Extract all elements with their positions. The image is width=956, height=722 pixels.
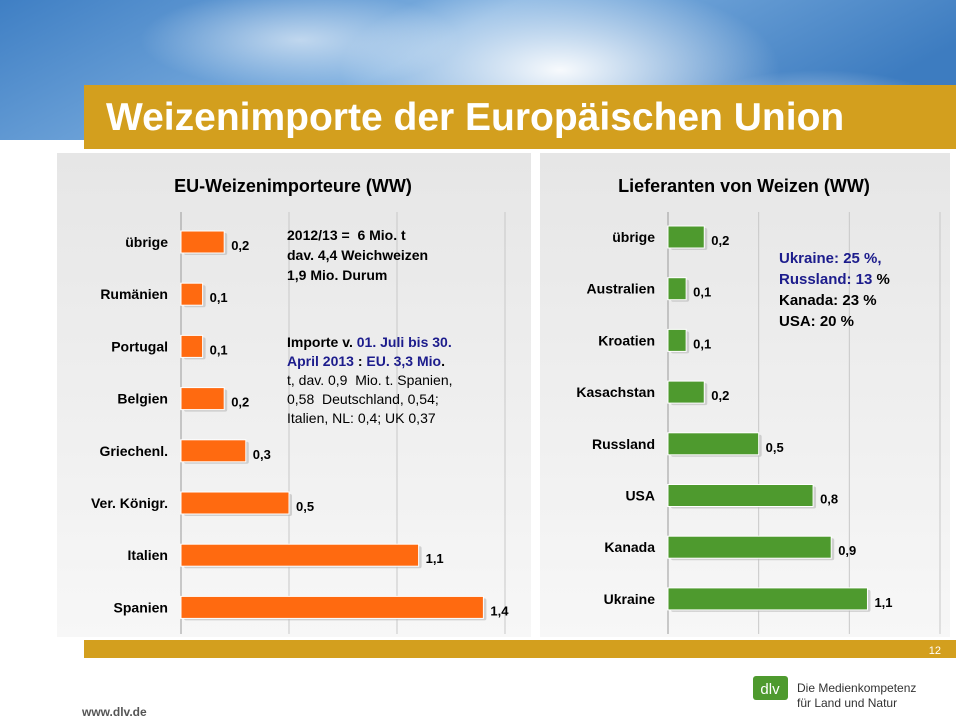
value-label: 1,1 — [874, 595, 892, 610]
annotation-text: 2012/13 = 6 Mio. t — [287, 227, 406, 243]
value-label: 0,1 — [210, 342, 228, 357]
category-label: Kasachstan — [576, 384, 655, 400]
category-label: Kroatien — [598, 332, 655, 348]
category-label: Australien — [587, 281, 655, 297]
bar — [180, 282, 204, 306]
bar — [180, 595, 484, 619]
bar — [180, 230, 225, 254]
value-label: 0,1 — [693, 336, 711, 351]
chart-title: EU-Weizenimporteure (WW) — [174, 176, 412, 196]
value-label: 0,2 — [231, 238, 249, 253]
bar — [667, 432, 760, 456]
category-label: Ver. Königr. — [91, 495, 168, 511]
tagline: für Land und Natur — [797, 696, 897, 710]
bottom-bar — [84, 640, 956, 658]
annotation: Importe v. 01. Juli bis 30. — [287, 334, 452, 350]
category-label: Belgien — [117, 391, 168, 407]
annotation: 0,58 Deutschland, 0,54; — [287, 391, 439, 407]
annotation-text: dav. 4,4 Weichweizen — [287, 247, 428, 263]
annotation-text: USA: 20 % — [779, 313, 854, 330]
title-bar — [84, 85, 956, 149]
annotation: 1,9 Mio. Durum — [287, 267, 387, 283]
value-label: 0,3 — [253, 447, 271, 462]
bar — [180, 491, 290, 515]
website: www.dlv.de — [81, 705, 147, 719]
category-label: Spanien — [114, 599, 168, 615]
annotation: USA: 20 % — [779, 313, 854, 330]
bar — [667, 277, 687, 301]
bar — [667, 535, 832, 559]
value-label: 0,2 — [711, 233, 729, 248]
category-label: USA — [625, 488, 655, 504]
annotation-text: : — [354, 353, 366, 369]
value-label: 0,2 — [711, 388, 729, 403]
bar — [667, 380, 705, 404]
logo-box — [753, 676, 788, 700]
category-label: übrige — [612, 229, 655, 245]
annotation-text: . — [441, 353, 445, 369]
category-label: Kanada — [604, 539, 655, 555]
category-label: Italien — [128, 547, 168, 563]
annotation: Ukraine: 25 %, — [779, 250, 882, 267]
annotation-text: % — [872, 271, 890, 288]
annotation: dav. 4,4 Weichweizen — [287, 247, 428, 263]
bar — [180, 543, 420, 567]
bar — [180, 439, 247, 463]
bar — [180, 387, 225, 411]
value-label: 0,2 — [231, 395, 249, 410]
value-label: 1,1 — [426, 551, 444, 566]
annotation-text: t, dav. 0,9 Mio. t. Spanien, — [287, 372, 453, 388]
value-label: 0,9 — [838, 543, 856, 558]
value-label: 0,8 — [820, 492, 838, 507]
annotation: April 2013 : EU. 3,3 Mio. — [287, 353, 445, 369]
annotation: Italien, NL: 0,4; UK 0,37 — [287, 410, 436, 426]
bar — [180, 334, 204, 358]
page-number: 12 — [929, 645, 941, 657]
annotation-text: EU. 3,3 Mio — [366, 353, 441, 369]
category-label: Russland — [592, 436, 655, 452]
value-label: 0,1 — [210, 290, 228, 305]
bar — [667, 225, 705, 249]
category-label: Ukraine — [604, 591, 656, 607]
annotation-text: Importe v. — [287, 334, 357, 350]
annotation: 2012/13 = 6 Mio. t — [287, 227, 406, 243]
cloud — [140, 0, 460, 90]
annotation-text: 1,9 Mio. Durum — [287, 267, 387, 283]
logo: dlv — [760, 681, 780, 698]
bar — [667, 484, 814, 507]
category-label: Portugal — [111, 338, 168, 354]
annotation-text: Italien, NL: 0,4; UK 0,37 — [287, 410, 436, 426]
category-label: übrige — [125, 234, 168, 250]
category-label: Rumänien — [100, 286, 168, 302]
annotation-text: Russland: 13 — [779, 271, 872, 288]
bar — [667, 328, 687, 352]
value-label: 0,5 — [766, 440, 784, 455]
annotation-text: Ukraine: 25 %, — [779, 250, 882, 267]
annotation: Russland: 13 % — [779, 271, 890, 288]
bar — [667, 587, 868, 611]
annotation-text: Kanada: 23 % — [779, 292, 877, 309]
annotation-text: 0,58 Deutschland, 0,54; — [287, 391, 439, 407]
chart-title: Lieferanten von Weizen (WW) — [618, 176, 870, 196]
value-label: 1,4 — [490, 603, 509, 618]
value-label: 0,1 — [693, 285, 711, 300]
value-label: 0,5 — [296, 499, 314, 514]
category-label: Griechenl. — [100, 443, 168, 459]
annotation: Kanada: 23 % — [779, 292, 877, 309]
annotation: t, dav. 0,9 Mio. t. Spanien, — [287, 372, 453, 388]
annotation-text: 01. Juli bis 30. — [357, 334, 452, 350]
annotation-text: April 2013 — [287, 353, 354, 369]
tagline: Die Medienkompetenz — [797, 681, 916, 695]
slide-title: Weizenimporte der Europäischen Union — [106, 96, 844, 139]
